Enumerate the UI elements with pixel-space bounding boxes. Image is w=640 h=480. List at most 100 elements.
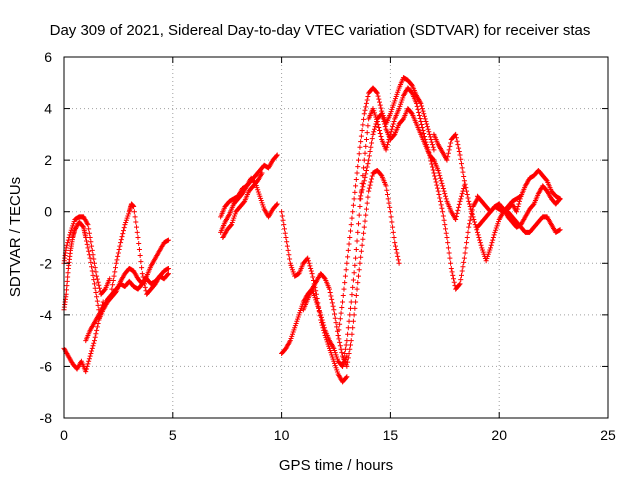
data-point (89, 345, 95, 351)
data-point (456, 204, 462, 210)
data-point (395, 253, 401, 259)
data-point (363, 137, 369, 143)
series-trace-b (61, 219, 102, 313)
data-point (111, 273, 117, 279)
data-point (366, 185, 372, 191)
data-point (363, 206, 369, 212)
data-point (388, 214, 394, 220)
data-point (487, 245, 493, 251)
data-point (361, 181, 367, 187)
data-point (228, 222, 234, 228)
data-point (356, 212, 362, 218)
data-point (448, 265, 454, 271)
data-point (348, 228, 354, 234)
data-point (369, 140, 375, 146)
data-point (466, 198, 472, 204)
data-point (274, 153, 280, 159)
data-point (516, 201, 522, 207)
data-point (348, 222, 354, 228)
data-point (435, 167, 441, 173)
data-point (347, 235, 353, 240)
data-point (355, 229, 361, 235)
data-point (384, 142, 390, 148)
data-point (468, 206, 474, 212)
data-point (347, 346, 353, 352)
data-point (358, 190, 364, 196)
data-point (447, 143, 453, 149)
data-point (328, 293, 334, 299)
data-point (530, 202, 536, 208)
data-point (91, 277, 97, 283)
data-point (165, 265, 171, 271)
data-point (470, 214, 476, 220)
data-point (428, 137, 434, 143)
data-point (347, 312, 353, 318)
data-point (375, 93, 381, 99)
data-point (408, 82, 414, 88)
data-point (422, 116, 428, 122)
data-point (358, 193, 364, 199)
data-point (361, 224, 367, 230)
data-point (418, 100, 424, 106)
data-point (461, 259, 467, 265)
data-point (348, 342, 354, 348)
data-point (556, 197, 562, 203)
data-point (132, 214, 138, 220)
data-point (434, 182, 440, 188)
data-point (95, 279, 101, 285)
data-point (457, 281, 463, 287)
data-point (344, 260, 350, 266)
data-point (435, 188, 441, 194)
data-point (136, 247, 142, 253)
data-point (86, 252, 92, 258)
data-point (274, 201, 280, 207)
data-point (94, 294, 100, 300)
data-point (345, 355, 351, 361)
data-point (382, 124, 388, 130)
data-point (377, 130, 383, 136)
data-point (430, 167, 436, 173)
data-point (342, 280, 348, 286)
data-point (456, 149, 462, 155)
data-point (389, 219, 395, 225)
data-point (457, 152, 463, 158)
data-point (305, 255, 311, 261)
data-point (97, 285, 103, 291)
y-tick-label: -2 (40, 255, 53, 271)
data-point (385, 196, 391, 202)
data-point (394, 250, 400, 256)
data-point (445, 245, 451, 251)
x-tick-label: 5 (169, 427, 177, 443)
data-point (458, 277, 464, 283)
data-point (64, 278, 70, 284)
data-point (458, 156, 464, 162)
data-point (112, 290, 118, 296)
data-point (443, 193, 449, 199)
data-point (342, 346, 348, 352)
data-point (376, 96, 382, 102)
data-point (326, 286, 332, 292)
x-axis-label: GPS time / hours (279, 457, 393, 474)
data-point (345, 254, 351, 260)
x-tick-label: 15 (383, 427, 399, 443)
y-tick-label: 2 (44, 152, 52, 168)
data-point (471, 216, 477, 222)
data-point (461, 186, 467, 192)
data-point (363, 100, 369, 106)
data-point (345, 325, 351, 331)
data-point (360, 122, 366, 128)
data-point (455, 207, 461, 213)
data-point (421, 111, 427, 117)
data-point (65, 240, 71, 246)
x-tick-label: 0 (60, 427, 68, 443)
data-point (341, 355, 347, 361)
data-point (118, 237, 124, 243)
data-point (377, 102, 383, 108)
data-point (337, 343, 343, 349)
x-tick-labels: 0 5 10 15 20 25 (60, 427, 616, 443)
data-point (429, 164, 435, 170)
data-point (451, 276, 457, 282)
data-point (336, 327, 342, 333)
data-point (92, 265, 98, 271)
data-point (438, 178, 444, 184)
